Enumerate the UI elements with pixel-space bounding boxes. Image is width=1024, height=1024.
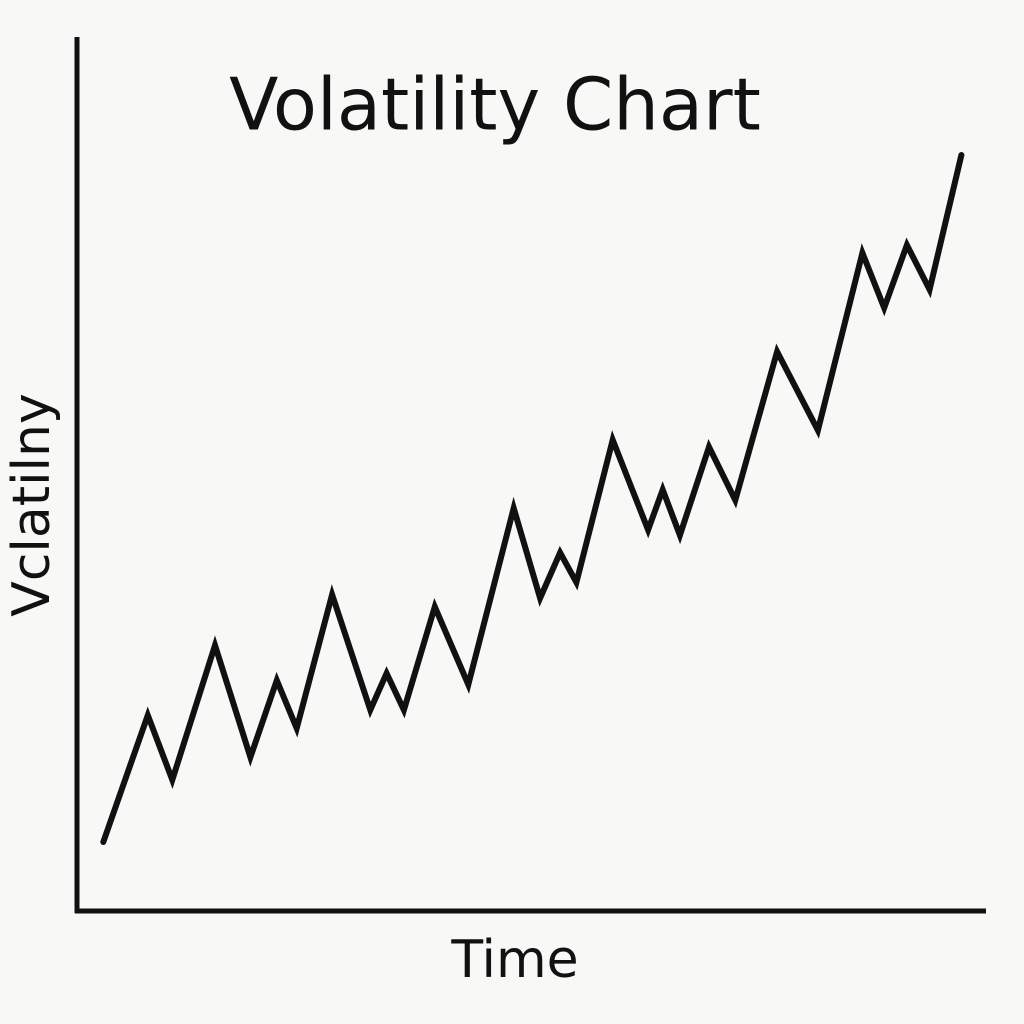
y-axis-label: Vclatilny	[2, 393, 62, 617]
data-line	[100, 152, 965, 845]
chart-title: Volatility Chart	[229, 63, 761, 147]
x-axis-label: Time	[450, 930, 578, 990]
